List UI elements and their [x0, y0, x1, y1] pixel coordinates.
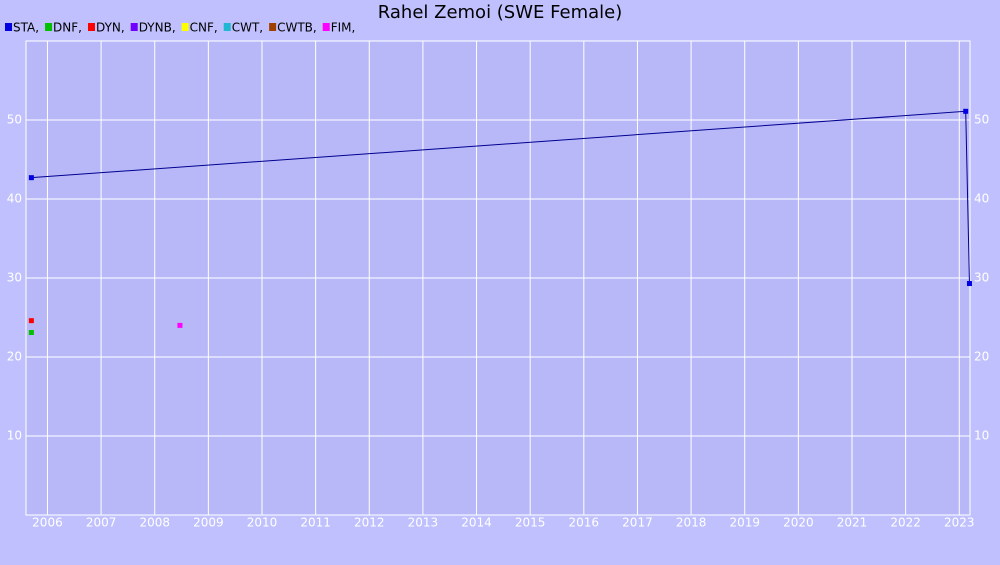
y2-tick-label: 30	[974, 271, 989, 285]
x-tick-label: 2011	[300, 516, 331, 530]
x-tick-label: 2017	[622, 516, 653, 530]
y-tick-label: 30	[7, 271, 22, 285]
x-tick-label: 2020	[783, 516, 814, 530]
point	[28, 330, 34, 336]
legend-label: DYN,	[96, 21, 125, 35]
point	[966, 281, 972, 287]
y-tick-label: 50	[7, 113, 22, 127]
legend-label: DNF,	[53, 21, 82, 35]
legend-swatch	[130, 23, 138, 31]
legend-swatch	[322, 23, 330, 31]
legend-label: FIM,	[331, 21, 356, 35]
x-tick-label: 2021	[837, 516, 868, 530]
chart-title: Rahel Zemoi (SWE Female)	[378, 2, 622, 23]
y2-tick-label: 40	[974, 192, 989, 206]
x-tick-label: 2022	[890, 516, 921, 530]
point	[177, 322, 183, 328]
legend-swatch	[5, 23, 12, 31]
point	[963, 108, 969, 114]
y-tick-label: 20	[7, 350, 22, 364]
x-tick-label: 2019	[729, 516, 760, 530]
x-tick-label: 2008	[139, 516, 170, 530]
x-tick-label: 2023	[944, 516, 975, 530]
legend-swatch	[269, 23, 277, 31]
y-tick-label: 40	[7, 192, 22, 206]
legend-swatch	[181, 23, 189, 31]
x-tick-label: 2016	[569, 516, 600, 530]
x-tick-label: 2012	[354, 516, 385, 530]
x-tick-label: 2013	[408, 516, 439, 530]
x-tick-label: 2018	[676, 516, 707, 530]
legend-swatch	[223, 23, 231, 31]
y-tick-label: 10	[7, 429, 22, 443]
x-tick-label: 2009	[193, 516, 224, 530]
legend-swatch	[87, 23, 95, 31]
point	[28, 175, 34, 181]
legend-label: CWTB,	[277, 21, 317, 35]
x-tick-label: 2007	[86, 516, 117, 530]
x-tick-label: 2014	[461, 516, 492, 530]
point	[28, 318, 34, 324]
x-tick-label: 2010	[247, 516, 278, 530]
legend-label: DYNB,	[139, 21, 176, 35]
legend-swatch	[45, 23, 53, 31]
legend-label: STA,	[13, 21, 39, 35]
legend-label: CWT,	[232, 21, 263, 35]
legend-label: CNF,	[190, 21, 218, 35]
y2-tick-label: 20	[974, 350, 989, 364]
y2-tick-label: 50	[974, 113, 989, 127]
x-tick-label: 2006	[32, 516, 63, 530]
x-tick-label: 2015	[515, 516, 546, 530]
y2-tick-label: 10	[974, 429, 989, 443]
